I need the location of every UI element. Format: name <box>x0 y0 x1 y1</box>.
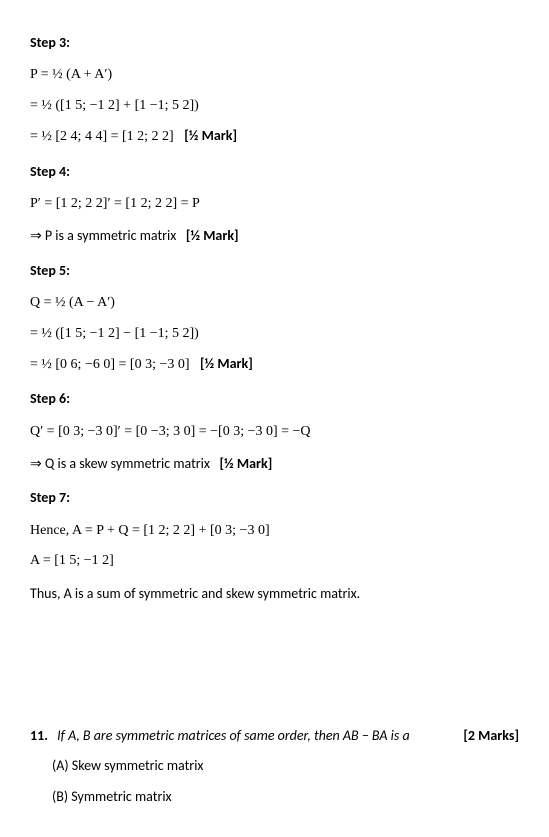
step6-header: Step 6: <box>30 388 519 410</box>
q11-marks: [2 Marks] <box>463 725 519 747</box>
step4-conclusion-text: ⇒ P is a symmetric matrix <box>30 227 176 244</box>
step7-header: Step 7: <box>30 487 519 509</box>
step5-eq2: = ½ ([1 5; −1 2] − [1 −1; 5 2]) <box>30 323 519 345</box>
step4-eq1: P′ = [1 2; 2 2]′ = [1 2; 2 2] = P <box>30 193 519 215</box>
q11-text: If A, B are symmetric matrices of same o… <box>57 727 410 744</box>
q11-row: 11. If A, B are symmetric matrices of sa… <box>30 725 519 747</box>
q11-options: (A) Skew symmetric matrix (B) Symmetric … <box>30 755 519 808</box>
step6-conclusion-text: ⇒ Q is a skew symmetric matrix <box>30 455 210 472</box>
step7-eq1: Hence, A = P + Q = [1 2; 2 2] + [0 3; −3… <box>30 520 519 542</box>
step5-header: Step 5: <box>30 260 519 282</box>
step5-eq3: = ½ [0 6; −6 0] = [0 3; −3 0] [½ Mark] <box>30 353 519 376</box>
step4-mark: [½ Mark] <box>186 227 239 244</box>
step3-mark: [½ Mark] <box>184 127 237 144</box>
step5-mark: [½ Mark] <box>200 355 253 372</box>
q11-stem: 11. If A, B are symmetric matrices of sa… <box>30 725 410 747</box>
gap <box>30 615 519 725</box>
step3-eq3: = ½ [2 4; 4 4] = [1 2; 2 2] [½ Mark] <box>30 125 519 148</box>
step4-header: Step 4: <box>30 161 519 183</box>
q11-number: 11. <box>30 727 48 744</box>
step4-conclusion: ⇒ P is a symmetric matrix [½ Mark] <box>30 225 519 247</box>
step3-header: Step 3: <box>30 32 519 54</box>
q11-opt-b: (B) Symmetric matrix <box>52 786 519 808</box>
step6-mark: [½ Mark] <box>219 455 272 472</box>
step7-conclusion: Thus, A is a sum of symmetric and skew s… <box>30 583 519 605</box>
step6-conclusion: ⇒ Q is a skew symmetric matrix [½ Mark] <box>30 453 519 475</box>
step3-eq3-text: = ½ [2 4; 4 4] = [1 2; 2 2] <box>30 129 174 144</box>
step6-eq1: Q′ = [0 3; −3 0]′ = [0 −3; 3 0] = −[0 3;… <box>30 421 519 443</box>
step3-eq2: = ½ ([1 5; −1 2] + [1 −1; 5 2]) <box>30 95 519 117</box>
q11-opt-a: (A) Skew symmetric matrix <box>52 755 519 777</box>
step7-eq2: A = [1 5; −1 2] <box>30 550 519 572</box>
step3-eq1: P = ½ (A + A′) <box>30 64 519 86</box>
step5-eq3-text: = ½ [0 6; −6 0] = [0 3; −3 0] <box>30 357 190 372</box>
step5-eq1: Q = ½ (A − A′) <box>30 292 519 314</box>
